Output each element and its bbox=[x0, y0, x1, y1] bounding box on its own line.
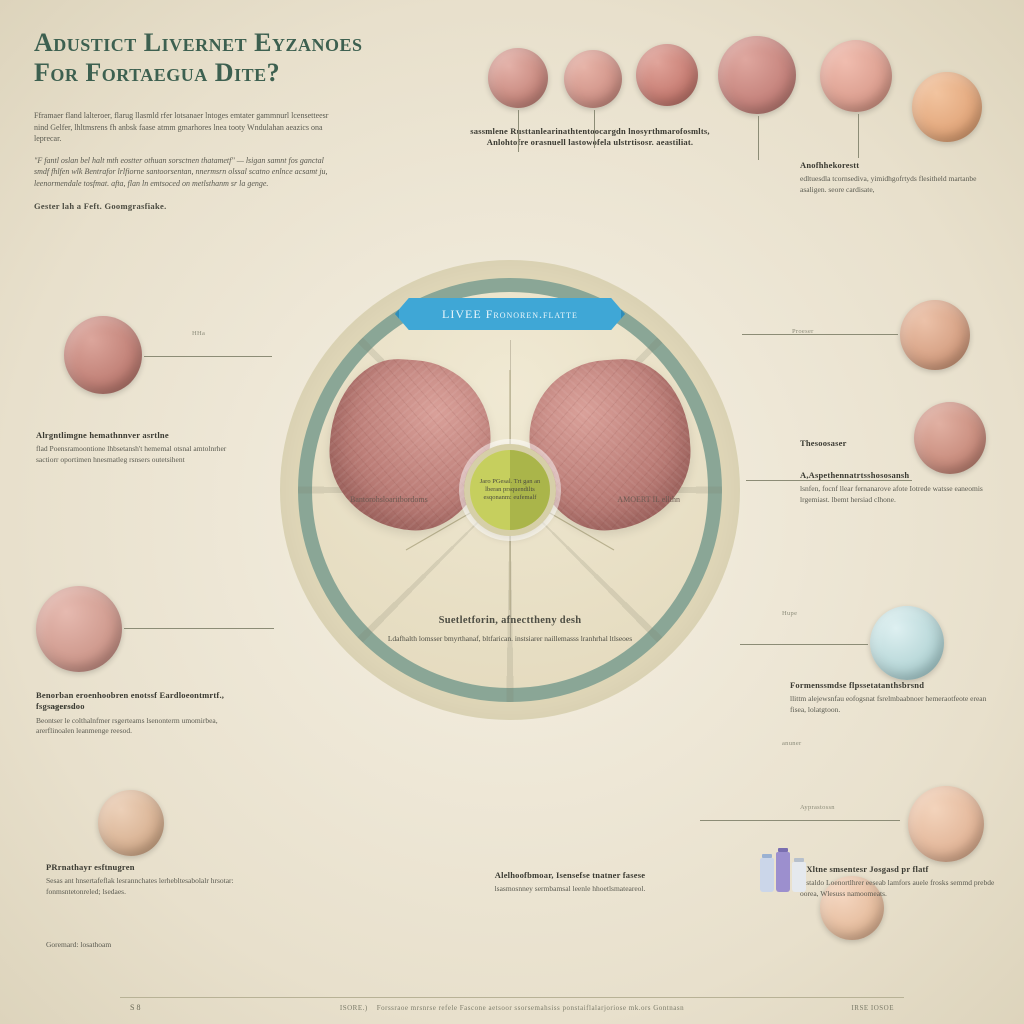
left-c2-body: Beontser le colthalnfmer rsgerteams lsen… bbox=[36, 716, 218, 735]
right-thumb-3 bbox=[870, 606, 944, 680]
top-thumb-5 bbox=[820, 40, 892, 112]
leader-right-3 bbox=[740, 644, 868, 645]
top-thumb-2 bbox=[564, 50, 622, 108]
left-thumb-3 bbox=[98, 790, 164, 856]
right-c3-head: Formenssmdse flpssetatanthsbrsnd bbox=[790, 680, 1000, 691]
right-callout-4: NXltne smsentesr Josgasd pr flatf rostal… bbox=[800, 864, 1000, 899]
top-caption-right1-body: edltuesdla tcornsediva, yimidhgofrtyds f… bbox=[800, 174, 976, 193]
right-callout-3: Formenssmdse flpssetatanthsbrsnd llittm … bbox=[790, 680, 1000, 715]
top-thumb-1 bbox=[488, 48, 548, 108]
leader-right-4 bbox=[700, 820, 900, 821]
left-callout-2: Benorban eroenhoobren enotssf Eardloeont… bbox=[36, 690, 256, 736]
intro-quote: "F fantl oslan bel halt mth eostter othu… bbox=[34, 155, 334, 190]
right-thumb-4 bbox=[908, 786, 984, 862]
liver-left-label: Bantorohsloaritbordoms bbox=[350, 495, 470, 505]
center-diagram: LIVEE Fronoren.flatte Jaro PGesal. Trt g… bbox=[280, 260, 740, 720]
center-ribbon-text: LIVEE Fronoren.flatte bbox=[442, 307, 578, 322]
bottom-c5-body: lsasmosnney sermbamsal leenle hhoetlsmat… bbox=[495, 884, 646, 893]
left-callout-1: Alrgntlimgne hemathnnver asrtlne flad Po… bbox=[36, 430, 246, 465]
right-c4-body: rostaldo Loenortlhrer eeseab lamfors aue… bbox=[800, 878, 994, 897]
center-caption-head: Suetletforin, afnecttheny desh bbox=[439, 615, 582, 626]
right-callout-2: A,Aspethennatrtsshososansh lsnfen, focnf… bbox=[800, 470, 1000, 505]
bottom-callout: Alelhoofbmoar, Isensefse tnatner fasese … bbox=[430, 870, 710, 895]
leader-top-4 bbox=[858, 114, 859, 158]
right-c4-head: NXltne smsentesr Josgasd pr flatf bbox=[800, 864, 1000, 875]
footer-left-tag: ISORE.) bbox=[340, 1004, 368, 1012]
footer-right: IRSE IOSOE bbox=[851, 1004, 894, 1012]
intro-p3: Gester lah a Feft. Goomgrasfiake. bbox=[34, 200, 334, 212]
right-c1-head: Thesoosaser bbox=[800, 438, 1000, 449]
top-caption-right1: Anofhhekorestt edltuesdla tcornsediva, y… bbox=[800, 160, 980, 195]
left-tiny-1: HHa bbox=[192, 330, 205, 337]
leader-right-1 bbox=[742, 334, 898, 335]
hub-l1: Jaro PGesal. Trt gan an bbox=[450, 478, 570, 486]
leader-top-1 bbox=[518, 110, 519, 152]
liver-right-label: AMOERT II. ellthn bbox=[560, 495, 680, 505]
footer-center-text: Forssraoe mrsnrse refele Fascone aetsoor… bbox=[377, 1004, 684, 1012]
liver-left-label-text: Bantorohsloaritbordoms bbox=[350, 495, 428, 504]
title-line-2: For Fortaegua Dite? bbox=[34, 58, 454, 88]
right-c3-body: llittm alejewsnfau eofogsnat fsrelmbaabn… bbox=[790, 694, 986, 713]
top-caption-center-text: sassmlene Rusttanlearinathtentoocargdn l… bbox=[470, 126, 710, 149]
left-thumb-1 bbox=[64, 316, 142, 394]
right-tiny-4: Ayprastossn bbox=[800, 804, 835, 811]
leader-left-1 bbox=[144, 356, 272, 357]
bottle-cluster-icon bbox=[760, 836, 816, 892]
title-line-1: Adustict Livernet Eyzanoes bbox=[34, 28, 454, 58]
top-thumb-6 bbox=[912, 72, 982, 142]
top-thumb-4 bbox=[718, 36, 796, 114]
leader-top-2 bbox=[594, 110, 595, 148]
intro-p1: Fframaer fland lalteroer, flarug llasmld… bbox=[34, 110, 334, 145]
liver-right-label-text: AMOERT II. ellthn bbox=[617, 495, 680, 504]
top-caption-right1-head: Anofhhekorestt bbox=[800, 160, 980, 171]
footer-rule bbox=[120, 997, 904, 998]
left-callout-4: Goremard: losathoam bbox=[46, 940, 246, 950]
intro-text: Fframaer fland lalteroer, flarug llasmld… bbox=[34, 110, 334, 222]
left-c2-head: Benorban eroenhoobren enotssf Eardloeont… bbox=[36, 690, 256, 713]
center-caption-body: Ldafhalth lomsser bmyrthanaf, bltfarican… bbox=[360, 634, 660, 645]
leader-left-2 bbox=[124, 628, 274, 629]
right-tiny-2: Hupe bbox=[782, 610, 797, 617]
left-c3-head: PRrnathayr esftnugren bbox=[46, 862, 266, 873]
title-block: Adustict Livernet Eyzanoes For Fortaegua… bbox=[34, 28, 454, 88]
hub-l2: lberan prsquendilts bbox=[450, 486, 570, 494]
right-c2-body: lsnfen, focnf llear fernanarove afote Io… bbox=[800, 484, 983, 503]
left-callout-3: PRrnathayr esftnugren Sesas ant hnsertaf… bbox=[46, 862, 266, 897]
left-c4-body: Goremard: losathoam bbox=[46, 940, 111, 949]
left-c3-body: Sesas ant hnsertafeflak lesrannchates le… bbox=[46, 876, 234, 895]
right-thumb-1 bbox=[900, 300, 970, 370]
left-c1-body: flad Poensramoontione lhbsetansh't hemem… bbox=[36, 444, 226, 463]
top-caption-center: sassmlene Rusttanlearinathtentoocargdn l… bbox=[470, 126, 710, 152]
bottle-2 bbox=[776, 852, 790, 892]
left-c1-head: Alrgntlimgne hemathnnver asrtlne bbox=[36, 430, 246, 441]
left-thumb-2 bbox=[36, 586, 122, 672]
top-thumb-3 bbox=[636, 44, 698, 106]
bottom-c5-head: Alelhoofbmoar, Isensefse tnatner fasese bbox=[430, 870, 710, 881]
right-c2-head: A,Aspethennatrtsshososansh bbox=[800, 470, 1000, 481]
bottle-3 bbox=[792, 862, 806, 892]
right-tiny-3: anuner bbox=[782, 740, 802, 747]
right-callout-1: Thesoosaser bbox=[800, 438, 1000, 452]
center-ribbon: LIVEE Fronoren.flatte bbox=[395, 298, 625, 330]
center-caption: Suetletforin, afnecttheny desh Ldafhalth… bbox=[360, 610, 660, 645]
bottle-1 bbox=[760, 858, 774, 892]
leader-top-3 bbox=[758, 116, 759, 160]
